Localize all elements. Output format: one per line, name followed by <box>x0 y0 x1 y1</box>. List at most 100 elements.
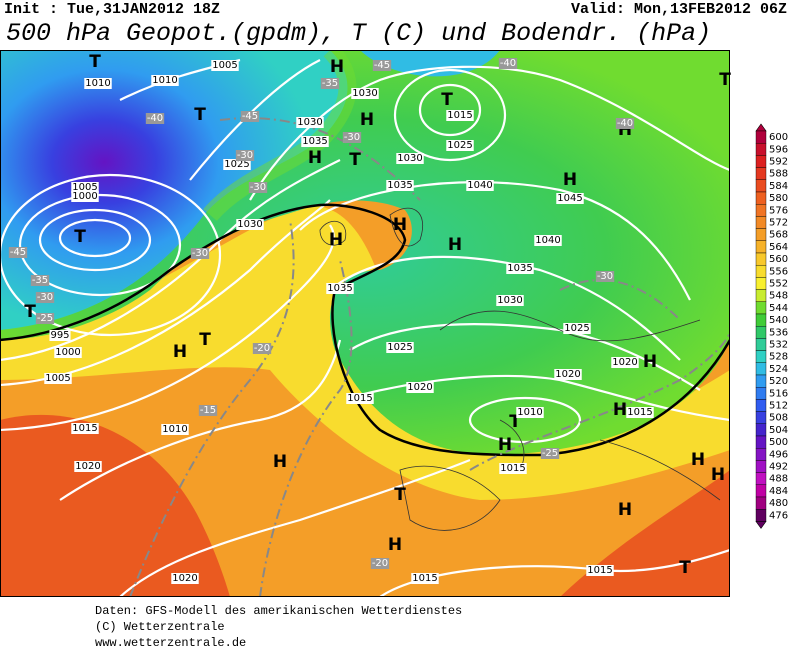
isobar-label-bg <box>84 78 112 89</box>
temperature-label-bg <box>595 271 615 282</box>
color-bar-label: 588 <box>769 169 788 180</box>
temperature-label: -45 <box>374 60 390 71</box>
color-swatch <box>755 313 767 327</box>
color-bar-label: 556 <box>769 266 788 277</box>
isobar-label-bg <box>626 407 654 418</box>
temperature-label: -30 <box>237 150 253 161</box>
temperature-label-bg <box>190 248 210 259</box>
color-bar-label: 532 <box>769 340 788 351</box>
pressure-center: T <box>441 90 453 110</box>
color-swatch <box>755 326 767 339</box>
isobar-label-bg <box>411 573 439 584</box>
temperature-label-bg <box>35 313 55 324</box>
isobar-label: 1010 <box>152 75 177 86</box>
isobar-label-bg <box>74 461 102 472</box>
pressure-center: H <box>330 57 344 77</box>
pressure-center: H <box>360 110 374 130</box>
isobar-label: 1025 <box>564 323 589 334</box>
isobar-label: 1015 <box>447 110 472 121</box>
color-bar-label: 488 <box>769 474 788 485</box>
color-bar-label: 544 <box>769 303 788 314</box>
color-bar-cap <box>755 521 767 529</box>
isobar-label: 1005 <box>45 373 70 384</box>
isobar-label: 1020 <box>75 461 100 472</box>
color-swatch <box>755 289 767 303</box>
isobar-label: 1030 <box>497 295 522 306</box>
temperature-label: -35 <box>322 78 338 89</box>
temperature-label-bg <box>372 60 392 71</box>
map-frame <box>0 50 730 597</box>
temperature-label: -40 <box>147 113 163 124</box>
isobar-label: 1015 <box>587 565 612 576</box>
color-swatch <box>755 252 767 266</box>
isobar-label: 1015 <box>72 423 97 434</box>
color-swatch <box>755 301 767 315</box>
color-bar-label: 500 <box>769 437 788 448</box>
isobar-label-bg <box>386 342 414 353</box>
isobar-label-bg <box>71 423 99 434</box>
pressure-center: H <box>308 148 322 168</box>
isobar-label-bg <box>563 323 591 334</box>
color-swatch <box>755 350 767 364</box>
isobar-label-bg <box>516 407 544 418</box>
temperature-label: -30 <box>192 248 208 259</box>
isobar-label-bg <box>301 136 329 147</box>
pressure-center: T <box>719 70 731 90</box>
isobar-label: 1025 <box>224 159 249 170</box>
temperature-label-bg <box>8 247 28 258</box>
color-bar-label: 476 <box>769 510 788 521</box>
valid-time: Valid: Mon,13FEB2012 06Z <box>571 1 787 18</box>
color-swatch <box>755 362 767 376</box>
isobar-label-bg <box>446 140 474 151</box>
isobar-label: 1035 <box>302 136 327 147</box>
temperature-label-bg <box>240 111 260 122</box>
isobar-label-bg <box>556 193 584 204</box>
color-bar-label: 552 <box>769 279 788 290</box>
pressure-center: T <box>394 485 406 505</box>
color-swatch <box>755 142 767 156</box>
isobar-label: 1015 <box>627 407 652 418</box>
color-swatch <box>755 435 767 449</box>
isobar-label-bg <box>499 463 527 474</box>
color-swatch <box>755 387 767 400</box>
color-bar-label: 592 <box>769 157 788 168</box>
temperature-label: -35 <box>32 275 48 286</box>
pressure-center: H <box>691 450 705 470</box>
isobar-label-bg <box>496 295 524 306</box>
temperature-label-bg <box>235 150 255 161</box>
color-bar-cap <box>755 123 767 132</box>
field-hot <box>1 414 230 596</box>
pressure-center: H <box>173 342 187 362</box>
isobar-label-bg <box>161 424 189 435</box>
pressure-center: H <box>711 465 725 485</box>
pressure-center: H <box>273 452 287 472</box>
color-swatch <box>755 374 767 388</box>
pressure-center: H <box>618 500 632 520</box>
color-bar-label: 600 <box>769 132 788 143</box>
isobar-label: 1025 <box>387 342 412 353</box>
isobar-label-bg <box>346 393 374 404</box>
isobar-label-bg <box>236 219 264 230</box>
color-swatch <box>755 191 767 205</box>
isobar-label-bg <box>296 117 324 128</box>
temperature-label: -20 <box>372 558 388 569</box>
isobar-label-bg <box>211 60 239 71</box>
isobar-label: 1025 <box>447 140 472 151</box>
isobar-label-bg <box>223 159 251 170</box>
isobar-label: 1010 <box>162 424 187 435</box>
color-bar-label: 576 <box>769 205 788 216</box>
color-swatch <box>755 423 767 437</box>
color-swatch <box>755 399 767 412</box>
isobar-label-bg <box>49 330 71 341</box>
color-swatch <box>755 338 767 351</box>
color-bar-label: 596 <box>769 144 788 155</box>
isobar-label: 1015 <box>347 393 372 404</box>
temperature-label: -25 <box>542 448 558 459</box>
temperature-label-bg <box>248 182 268 193</box>
temperature-label-bg <box>615 118 635 129</box>
isobar-label: 995 <box>50 330 69 341</box>
coastlines <box>319 207 721 531</box>
